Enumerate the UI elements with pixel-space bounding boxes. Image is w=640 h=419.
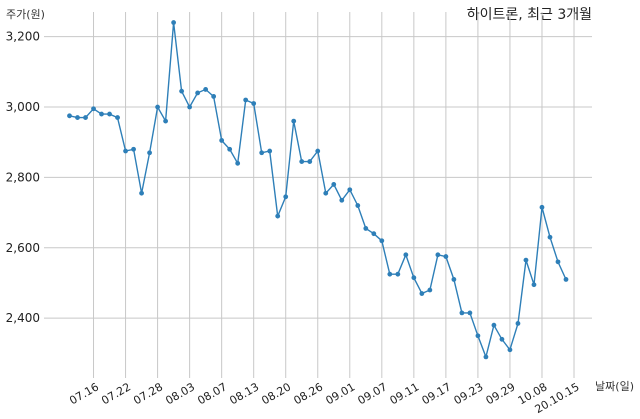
y-tick-label: 2,600 [6, 241, 40, 255]
data-point [371, 231, 377, 237]
x-ticks: 07.1607.2207.2808.0308.0708.1308.2008.26… [67, 380, 581, 416]
data-point [75, 115, 80, 120]
data-point [363, 226, 369, 231]
data-point [515, 321, 521, 326]
data-point [291, 118, 297, 124]
data-point [251, 101, 257, 106]
data-point [435, 252, 441, 258]
x-tick-label: 07.16 [67, 380, 101, 407]
data-point [163, 118, 168, 124]
data-point [443, 254, 449, 259]
series [67, 20, 569, 360]
data-point [203, 87, 209, 92]
data-point [403, 252, 409, 258]
data-point [227, 146, 233, 152]
data-point [499, 336, 505, 342]
data-point [307, 159, 313, 164]
data-point [411, 275, 417, 281]
data-point [531, 282, 537, 288]
data-point [259, 150, 265, 156]
x-tick-label: 09.07 [356, 380, 390, 407]
data-point [523, 257, 529, 263]
x-tick-label: 09.01 [324, 380, 358, 407]
data-point [459, 310, 465, 316]
data-point [267, 148, 273, 154]
data-point [467, 310, 473, 316]
x-tick-label: 08.03 [163, 380, 197, 407]
data-point [131, 146, 136, 152]
data-point [347, 187, 353, 193]
data-point [339, 197, 345, 203]
x-tick-label: 09.23 [452, 380, 486, 407]
data-point [547, 234, 553, 240]
x-tick-label: 07.22 [99, 380, 133, 407]
data-point [195, 90, 201, 96]
data-point [83, 115, 88, 120]
data-point [107, 111, 112, 117]
data-point [379, 238, 385, 244]
data-point [211, 94, 217, 99]
data-point [99, 111, 104, 117]
data-point [219, 138, 225, 143]
data-point [139, 190, 144, 196]
y-tick-label: 2,400 [6, 311, 40, 325]
x-tick-label: 07.28 [131, 380, 165, 407]
data-point [483, 354, 489, 360]
data-point [419, 291, 425, 296]
y-tick-label: 3,200 [6, 30, 40, 44]
data-point [315, 148, 321, 154]
data-point [275, 213, 281, 219]
data-point [123, 148, 128, 154]
data-point [235, 160, 241, 166]
y-ticks: 2,400 2,600 2,800 3,000 3,200 [6, 30, 40, 326]
data-point [179, 88, 185, 94]
y-tick-label: 3,000 [6, 100, 40, 114]
data-point [395, 271, 401, 277]
chart-title: 하이트론, 최근 3개월 [466, 7, 592, 23]
data-point [155, 104, 160, 110]
data-point [451, 277, 457, 282]
data-point [91, 106, 96, 112]
data-point [491, 322, 497, 328]
data-point [67, 113, 72, 119]
data-point [355, 203, 361, 208]
x-tick-label: 09.11 [388, 380, 422, 407]
x-tick-label: 08.07 [195, 380, 229, 407]
data-point [299, 159, 305, 164]
y-tick-label: 2,800 [6, 170, 40, 184]
data-point [331, 182, 337, 187]
data-point [539, 204, 545, 210]
data-point [187, 104, 193, 110]
x-tick-label: 08.13 [227, 380, 261, 407]
data-point [147, 150, 152, 156]
data-point [427, 287, 433, 293]
y-axis-label: 주가(원) [6, 8, 45, 21]
data-point [171, 20, 177, 25]
x-tick-label: 09.29 [484, 380, 518, 407]
data-point [323, 190, 329, 196]
data-point [115, 115, 120, 120]
grid [44, 12, 592, 378]
data-point [555, 259, 561, 265]
x-tick-label: 08.26 [291, 380, 325, 407]
data-point [563, 277, 569, 282]
x-axis-label: 날짜(일) [595, 380, 634, 393]
data-point [475, 333, 481, 339]
data-point [243, 97, 249, 103]
x-tick-label: 09.17 [420, 380, 454, 407]
data-point [507, 347, 513, 353]
data-point [283, 194, 289, 200]
data-point [387, 271, 393, 277]
x-tick-label: 08.20 [259, 380, 293, 407]
